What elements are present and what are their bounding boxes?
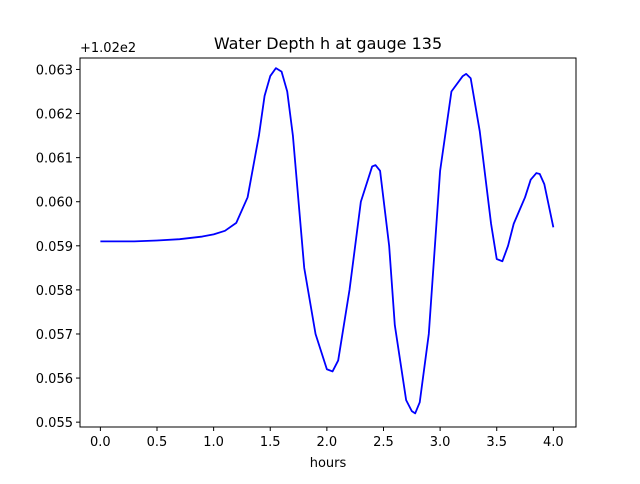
x-axis-label: hours [310, 456, 347, 471]
series-line-0 [100, 67, 555, 415]
x-tick-label: 4.0 [543, 435, 564, 450]
y-tick-label: 0.062 [36, 108, 73, 123]
plot-area: 0.0 0.5 1.0 1.5 2.0 2.5 3.0 3.5 4.0 0.055 0.056 0.0… [36, 57, 577, 450]
chart-title: Water Depth h at gauge 135 [214, 34, 442, 53]
y-axis-offset-label: +1.02e2 [80, 41, 136, 56]
y-tick-label: 0.060 [36, 196, 73, 211]
y-tick-label: 0.059 [36, 240, 73, 255]
x-tick-label: 1.5 [260, 435, 281, 450]
x-tick-label: 3.0 [430, 435, 451, 450]
y-tick-label: 0.055 [36, 416, 73, 431]
x-tick-label: 3.5 [486, 435, 507, 450]
x-tick-label: 2.0 [317, 435, 338, 450]
x-tick-label: 0.0 [90, 435, 111, 450]
x-tick-label: 0.5 [147, 435, 168, 450]
y-tick-label: 0.063 [36, 63, 73, 78]
axes-frame [79, 57, 577, 428]
x-tick-label: 2.5 [373, 435, 394, 450]
y-tick-label: 0.056 [36, 372, 73, 387]
y-tick-label: 0.061 [36, 152, 73, 167]
y-tick-label: 0.058 [36, 284, 73, 299]
y-tick-label: 0.057 [36, 328, 73, 343]
x-tick-label: 1.0 [203, 435, 224, 450]
